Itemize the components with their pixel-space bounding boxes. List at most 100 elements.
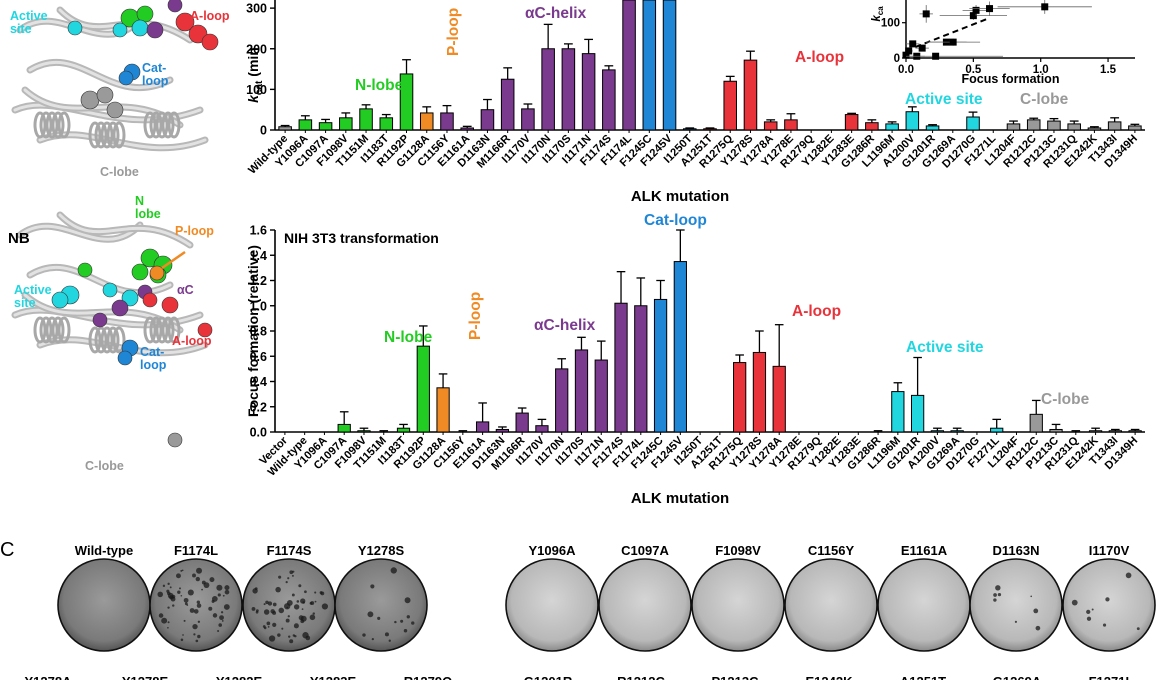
focus-spot bbox=[319, 591, 323, 595]
structure-label: loop bbox=[140, 358, 167, 372]
structure-label: site bbox=[10, 22, 32, 36]
bar bbox=[966, 116, 980, 131]
inset-y-axis-label: kca bbox=[871, 6, 885, 22]
y-tick-label: 1.2 bbox=[250, 274, 267, 288]
culture-dish bbox=[1062, 558, 1156, 652]
bar bbox=[500, 78, 515, 131]
y-tick-label: 300 bbox=[246, 2, 267, 16]
dish-label-row2: Y1282E bbox=[216, 674, 263, 680]
bar bbox=[561, 48, 576, 131]
focus-spot bbox=[196, 567, 203, 574]
structure-label: αC bbox=[177, 283, 194, 297]
inset-point bbox=[902, 51, 910, 59]
focus-spot bbox=[370, 584, 375, 589]
kcat-bar-chart: 0100200300Wild-typeY1096AC1097AF1098VT11… bbox=[245, 0, 1145, 205]
focus-spot bbox=[181, 569, 184, 572]
inset-point bbox=[909, 40, 917, 48]
focus-spot bbox=[314, 600, 317, 603]
focus-spot bbox=[172, 604, 175, 607]
focus-spot bbox=[182, 634, 184, 636]
bar bbox=[703, 128, 717, 131]
focus-spot bbox=[218, 623, 222, 627]
focus-spot bbox=[216, 584, 223, 591]
focus-spot bbox=[1014, 620, 1018, 623]
focus-spot bbox=[197, 620, 201, 623]
focus-spot bbox=[217, 630, 220, 633]
region-label: Active site bbox=[906, 339, 984, 356]
residue-sphere bbox=[117, 350, 133, 366]
dish-label: Wild-type bbox=[75, 543, 133, 558]
bar bbox=[673, 261, 687, 433]
region-label: P-loop bbox=[467, 292, 484, 340]
bar bbox=[337, 423, 351, 433]
residue-sphere bbox=[77, 262, 93, 278]
bar bbox=[622, 0, 636, 131]
focus-formation-bar-chart: 0.00.20.40.60.81.01.21.41.6VectorWild-ty… bbox=[245, 212, 1145, 507]
y-tick-label: 0.0 bbox=[250, 426, 267, 440]
focus-spot bbox=[388, 639, 391, 642]
focus-spot bbox=[158, 613, 164, 618]
dish-label-row2: Y1278E bbox=[122, 674, 169, 680]
helix-coil bbox=[51, 316, 65, 344]
focus-spot bbox=[195, 576, 200, 582]
bar bbox=[1087, 127, 1102, 131]
focus-spot bbox=[1091, 608, 1094, 611]
focus-spot bbox=[265, 600, 269, 605]
focus-spot bbox=[993, 593, 997, 597]
culture-dish bbox=[784, 558, 878, 652]
focus-spot bbox=[285, 580, 288, 584]
focus-spot bbox=[251, 607, 256, 611]
bar bbox=[723, 80, 738, 131]
focus-spot bbox=[281, 627, 284, 630]
region-label: A-loop bbox=[795, 49, 844, 66]
culture-dish bbox=[877, 558, 971, 652]
y-tick-label: 0.4 bbox=[250, 375, 267, 389]
focus-spot bbox=[219, 615, 224, 621]
panel-label-c: C bbox=[0, 539, 14, 561]
focus-spot bbox=[1136, 627, 1140, 631]
dish-label-row2: G1201R bbox=[524, 674, 573, 680]
focus-spot bbox=[222, 594, 225, 597]
structure-label: C-lobe bbox=[100, 165, 139, 179]
focus-spot bbox=[289, 639, 294, 644]
focus-spot bbox=[296, 600, 300, 603]
focus-spot bbox=[278, 575, 282, 579]
focus-spot bbox=[209, 577, 215, 583]
dish-label: D1163N bbox=[993, 543, 1040, 558]
focus-spot bbox=[195, 639, 199, 643]
inset-x-axis-label: Focus formation bbox=[962, 72, 1060, 86]
focus-spot bbox=[212, 613, 218, 618]
focus-spot bbox=[287, 577, 290, 580]
helix-coil bbox=[94, 121, 108, 149]
focus-spot bbox=[1086, 609, 1091, 615]
y-tick-label: 0.6 bbox=[250, 350, 267, 364]
focus-spot bbox=[411, 621, 415, 625]
bar bbox=[419, 112, 434, 131]
focus-spot bbox=[406, 615, 410, 619]
focus-spot bbox=[187, 589, 194, 596]
focus-spot bbox=[312, 612, 315, 615]
focus-spot bbox=[263, 626, 267, 630]
bar bbox=[416, 345, 430, 433]
bar bbox=[318, 122, 333, 131]
structure-label: Active bbox=[10, 9, 48, 23]
focus-spot bbox=[287, 615, 290, 618]
helix-coil bbox=[143, 316, 157, 344]
helix-coil bbox=[100, 326, 114, 354]
dish-label: E1161A bbox=[901, 543, 948, 558]
bar bbox=[1128, 430, 1142, 433]
bar bbox=[1128, 125, 1142, 131]
focus-spot bbox=[1030, 595, 1033, 598]
y-tick-label: 0.2 bbox=[250, 400, 267, 414]
y-tick-label: 0.8 bbox=[250, 325, 267, 339]
helix-coil bbox=[51, 111, 65, 139]
bar bbox=[634, 305, 648, 433]
focus-spot bbox=[362, 633, 366, 637]
bar bbox=[581, 53, 596, 131]
region-label: αC-helix bbox=[525, 5, 587, 22]
residue-sphere bbox=[131, 19, 149, 37]
structure-label: Cat- bbox=[142, 61, 166, 75]
